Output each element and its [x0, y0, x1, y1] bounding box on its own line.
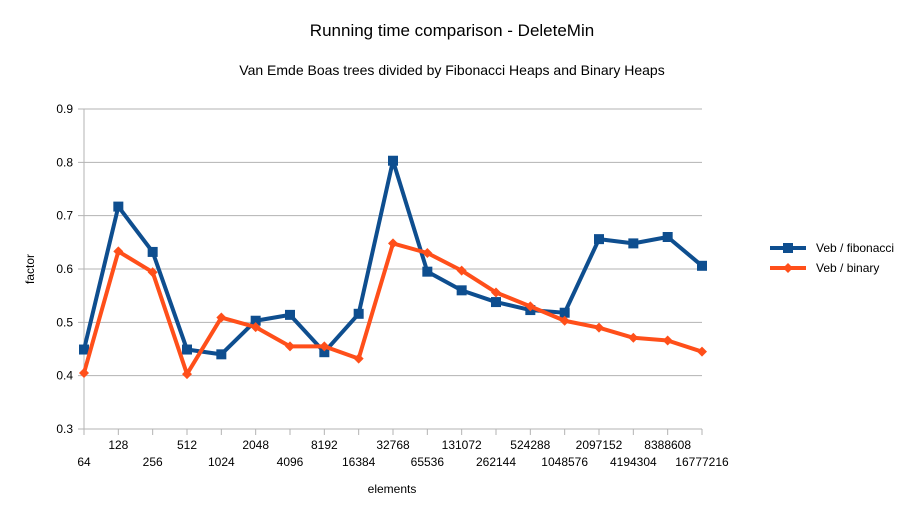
series-layer — [79, 155, 707, 380]
axis-layer: 0.3 0.4 0.5 0.6 0.7 0.8 0.9 64 128 256 512 1024 2048… — [56, 102, 729, 469]
y-tick-label: 0.5 — [56, 315, 73, 329]
series-line — [82, 158, 704, 357]
x-tick-label: 16384 — [342, 455, 376, 469]
data-point — [250, 315, 261, 326]
data-point — [628, 332, 639, 343]
data-point — [285, 341, 295, 352]
data-point — [353, 353, 364, 364]
x-tick-label: 1024 — [208, 455, 235, 469]
data-point — [216, 312, 227, 323]
data-point — [250, 322, 261, 333]
x-tick-label: 131072 — [442, 438, 482, 452]
y-tick-label: 0.9 — [56, 102, 73, 116]
y-axis-label: factor — [23, 254, 37, 284]
data-point — [662, 335, 673, 346]
legend-marker — [783, 263, 793, 273]
x-axis-label: elements — [368, 482, 417, 496]
chart-subtitle: Van Emde Boas trees divided by Fibonacci… — [239, 62, 664, 78]
x-tick-label: 32768 — [376, 438, 410, 452]
y-tick-label: 0.3 — [56, 422, 73, 436]
x-tick-label: 4194304 — [610, 455, 657, 469]
data-point — [628, 238, 639, 249]
data-point — [147, 246, 158, 257]
y-tick-label: 0.7 — [56, 209, 73, 223]
legend-item: Veb / binary — [770, 261, 879, 275]
data-point — [113, 246, 124, 257]
data-point — [113, 201, 124, 212]
data-point — [353, 308, 364, 319]
data-point — [388, 155, 398, 166]
data-point — [319, 347, 330, 358]
data-point — [456, 265, 467, 276]
x-tick-label: 65536 — [411, 455, 445, 469]
x-tick-label: 2048 — [242, 438, 269, 452]
x-tick-label: 1048576 — [541, 455, 588, 469]
data-point — [285, 309, 295, 320]
data-point — [559, 307, 570, 318]
data-point — [491, 297, 501, 308]
y-tick-label: 0.6 — [56, 262, 73, 276]
legend-marker — [783, 243, 793, 253]
data-point — [662, 232, 673, 242]
data-point — [525, 301, 536, 312]
data-point — [491, 287, 501, 298]
x-tick-label: 8192 — [311, 438, 338, 452]
series-veb-binary — [79, 238, 707, 380]
x-tick-label: 64 — [77, 455, 91, 469]
data-point — [594, 234, 604, 245]
legend-item: Veb / fibonacci — [770, 241, 894, 255]
data-point — [79, 368, 89, 378]
x-tick-label: 262144 — [476, 455, 516, 469]
data-point — [388, 238, 398, 249]
data-point — [182, 344, 192, 355]
data-point — [697, 346, 707, 357]
legend-label: Veb / fibonacci — [816, 241, 894, 255]
legend-label: Veb / binary — [816, 261, 879, 275]
y-tick-label: 0.8 — [56, 155, 73, 169]
x-tick-label: 8388608 — [644, 438, 691, 452]
data-point — [79, 344, 89, 355]
data-point — [319, 341, 330, 352]
data-point — [216, 349, 227, 360]
chart-title: Running time comparison - DeleteMin — [310, 21, 594, 40]
x-tick-label: 2097152 — [576, 438, 623, 452]
series-line — [82, 241, 704, 377]
series-veb-fibonacci — [79, 155, 707, 360]
data-point — [559, 315, 570, 326]
x-tick-label: 4096 — [277, 455, 304, 469]
data-point — [422, 248, 433, 258]
x-tick-label: 524288 — [510, 438, 550, 452]
x-tick-label: 256 — [143, 455, 163, 469]
x-tick-label: 512 — [177, 438, 197, 452]
data-point — [697, 260, 707, 271]
y-tick-label: 0.4 — [56, 369, 73, 383]
data-point — [456, 285, 467, 296]
x-tick-label: 128 — [108, 438, 128, 452]
data-point — [422, 266, 433, 277]
data-point — [182, 369, 192, 380]
data-point — [594, 322, 604, 333]
x-tick-label: 16777216 — [675, 455, 729, 469]
legend: Veb / fibonacci Veb / binary — [770, 241, 894, 275]
data-point — [147, 267, 158, 278]
